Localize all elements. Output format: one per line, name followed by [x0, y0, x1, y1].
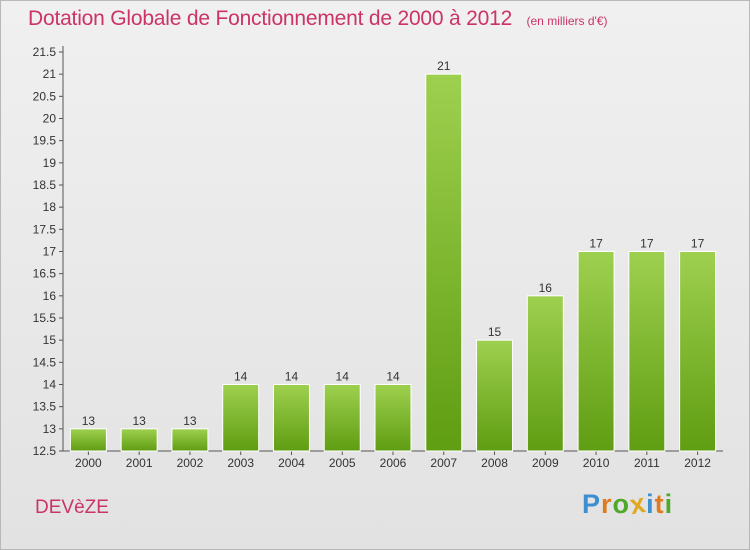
bar-2004	[272, 384, 310, 452]
bar-2010	[577, 251, 615, 452]
value-label: 14	[234, 370, 248, 384]
y-tick-label: 15	[43, 333, 57, 347]
bar-2006	[374, 384, 412, 452]
chart-title: Dotation Globale de Fonctionnement de 20…	[28, 7, 513, 30]
bar-2003	[222, 384, 260, 452]
bar-2005	[323, 384, 361, 452]
bar-2008	[476, 339, 514, 452]
y-tick-label: 19	[43, 156, 57, 170]
bar-2007	[425, 73, 463, 452]
x-tick-label: 2008	[481, 456, 508, 470]
value-label: 14	[285, 370, 299, 384]
y-tick-label: 21	[43, 67, 57, 81]
value-label: 15	[488, 325, 502, 339]
bar-2002	[171, 428, 209, 452]
logo-letter: i	[646, 489, 655, 519]
y-tick-label: 12.5	[33, 444, 57, 458]
y-tick-label: 14	[43, 378, 57, 392]
bars-group	[69, 73, 717, 452]
y-tick-label: 18.5	[33, 178, 57, 192]
y-tick-label: 20	[43, 112, 57, 126]
x-tick-label: 2004	[278, 456, 305, 470]
value-label: 17	[640, 237, 654, 251]
bar-2001	[120, 428, 158, 452]
x-tick-label: 2006	[380, 456, 407, 470]
value-label: 21	[437, 59, 451, 73]
bar-2009	[526, 295, 564, 452]
commune-name: DEVèZE	[35, 497, 109, 518]
logo-letter: o	[612, 489, 631, 519]
x-tick-label: 2012	[684, 456, 711, 470]
y-tick-label: 16.5	[33, 267, 57, 281]
y-tick-label: 17.5	[33, 222, 57, 236]
y-tick-label: 21.5	[33, 45, 57, 59]
x-tick-label: 2001	[126, 456, 153, 470]
y-tick-label: 17	[43, 245, 57, 259]
y-tick-label: 14.5	[33, 355, 57, 369]
bar-2011	[628, 251, 666, 452]
y-tick-label: 20.5	[33, 89, 57, 103]
value-label: 16	[539, 281, 553, 295]
logo-letter: t	[654, 489, 665, 519]
value-label: 13	[82, 414, 96, 428]
chart-subtitle: (en milliers d'€)	[526, 14, 608, 28]
value-label: 13	[132, 414, 146, 428]
y-tick-label: 15.5	[33, 311, 57, 325]
title-row: Dotation Globale de Fonctionnement de 20…	[28, 7, 608, 31]
y-tick-label: 13.5	[33, 400, 57, 414]
value-label: 17	[589, 237, 603, 251]
value-label: 13	[183, 414, 197, 428]
value-label: 14	[336, 370, 350, 384]
proxiti-logo[interactable]: Proxiti	[582, 488, 674, 520]
x-tick-label: 2005	[329, 456, 356, 470]
value-label: 17	[691, 237, 705, 251]
logo-letter: P	[582, 489, 602, 519]
y-tick-label: 16	[43, 289, 57, 303]
bar-2000	[69, 428, 107, 452]
x-tick-label: 2010	[583, 456, 610, 470]
x-tick-label: 2009	[532, 456, 559, 470]
value-label: 14	[386, 370, 400, 384]
x-tick-label: 2011	[634, 456, 660, 470]
logo-letter: r	[601, 489, 613, 519]
y-tick-label: 18	[43, 200, 57, 214]
bar-2012	[679, 251, 717, 452]
y-tick-label: 13	[43, 422, 57, 436]
x-tick-label: 2007	[430, 456, 457, 470]
x-tick-label: 2000	[75, 456, 102, 470]
value-labels-group: 13 13 13 14 14 14 14 21 15 16 17 17 17	[82, 59, 705, 428]
x-tick-label: 2002	[177, 456, 204, 470]
logo-letter: i	[664, 489, 674, 519]
y-tick-label: 19.5	[33, 134, 57, 148]
x-tick-label: 2003	[227, 456, 254, 470]
